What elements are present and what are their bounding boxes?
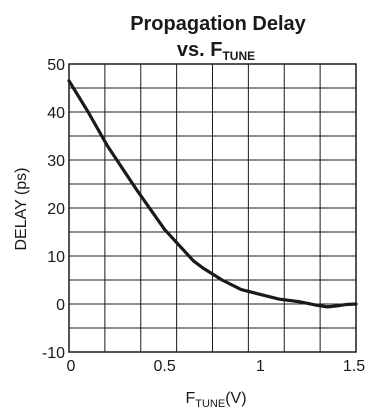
- series-line-0: [67, 79, 358, 309]
- x-axis-label-main: F: [185, 390, 195, 407]
- x-tick-label: 1: [256, 358, 265, 375]
- y-tick-label: -10: [42, 345, 65, 362]
- series-group: [67, 79, 358, 309]
- chart-title-line2-sub: TUNE: [222, 49, 255, 63]
- x-tick-label: 0.5: [154, 358, 176, 375]
- x-tick-label: 1.5: [343, 358, 365, 375]
- y-axis-label: DELAY (ps): [13, 168, 30, 251]
- x-tick-label: 0: [67, 358, 76, 375]
- x-axis-label: FTUNE(V): [185, 390, 246, 410]
- chart-title-line1: Propagation Delay: [130, 13, 306, 35]
- grid-lines: [69, 64, 356, 352]
- y-tick-label: 0: [56, 297, 65, 314]
- x-axis-label-suffix: (V): [225, 390, 246, 407]
- y-tick-label: 50: [47, 57, 65, 74]
- y-tick-label: 40: [47, 105, 65, 122]
- y-tick-labels: -10 0 10 20 30 40 50: [42, 57, 65, 362]
- y-tick-label: 10: [47, 249, 65, 266]
- chart-title-line2: vs. FTUNE: [177, 39, 255, 63]
- chart-title-line2-prefix: vs. F: [177, 39, 223, 61]
- plot-frame: [68, 63, 357, 353]
- y-tick-label: 20: [47, 201, 65, 218]
- x-axis-label-sub: TUNE: [195, 398, 225, 410]
- x-tick-labels: 0 0.5 1 1.5: [67, 358, 366, 375]
- y-tick-label: 30: [47, 153, 65, 170]
